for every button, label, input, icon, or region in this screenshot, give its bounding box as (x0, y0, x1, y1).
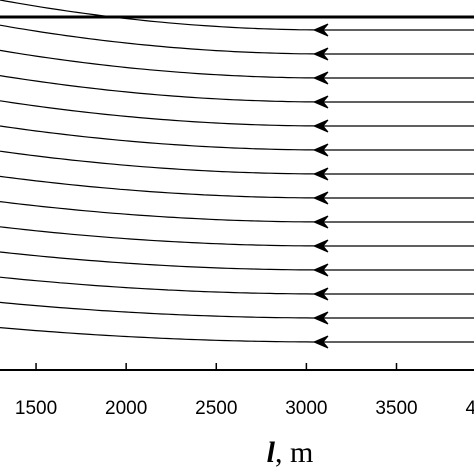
streamline (0, 100, 474, 127)
flow-arrow (312, 143, 329, 157)
streamline (0, 226, 474, 247)
streamline (0, 125, 474, 151)
flow-arrow (312, 23, 329, 37)
x-tick-label: 3500 (375, 398, 417, 419)
x-axis-label: l, m (267, 436, 314, 469)
x-tick-label: 1500 (15, 398, 57, 419)
flow-arrow (312, 167, 329, 181)
streamline (0, 327, 474, 343)
streamline (0, 24, 474, 55)
streamline (0, 175, 474, 199)
x-tick-label: 4000 (465, 398, 474, 419)
x-label-unit: , m (275, 436, 313, 469)
x-label-symbol: l (267, 436, 276, 469)
streamline (0, 49, 474, 79)
streamline (0, 301, 474, 319)
flow-arrow (312, 335, 329, 349)
streamline (0, 276, 474, 295)
streamline (0, 251, 474, 271)
flow-arrow (312, 287, 329, 301)
streamline (0, 201, 474, 223)
streamline (0, 150, 474, 175)
flow-arrow (312, 47, 329, 61)
flow-arrow (312, 263, 329, 277)
flow-arrow (312, 215, 329, 229)
x-tick-label: 2000 (105, 398, 147, 419)
x-tick-label: 2500 (195, 398, 237, 419)
streamline (0, 75, 474, 103)
flow-arrow (312, 239, 329, 253)
streamline (0, 0, 474, 31)
flow-arrow (312, 191, 329, 205)
flow-arrow (312, 311, 329, 325)
x-ticks: 1500 2000 2500 3000 3500 4000 (15, 363, 474, 419)
x-tick-label: 3000 (285, 398, 327, 419)
flow-arrow (312, 71, 329, 85)
streamlines (0, 0, 474, 349)
flow-arrow (312, 95, 329, 109)
flow-arrow (312, 119, 329, 133)
